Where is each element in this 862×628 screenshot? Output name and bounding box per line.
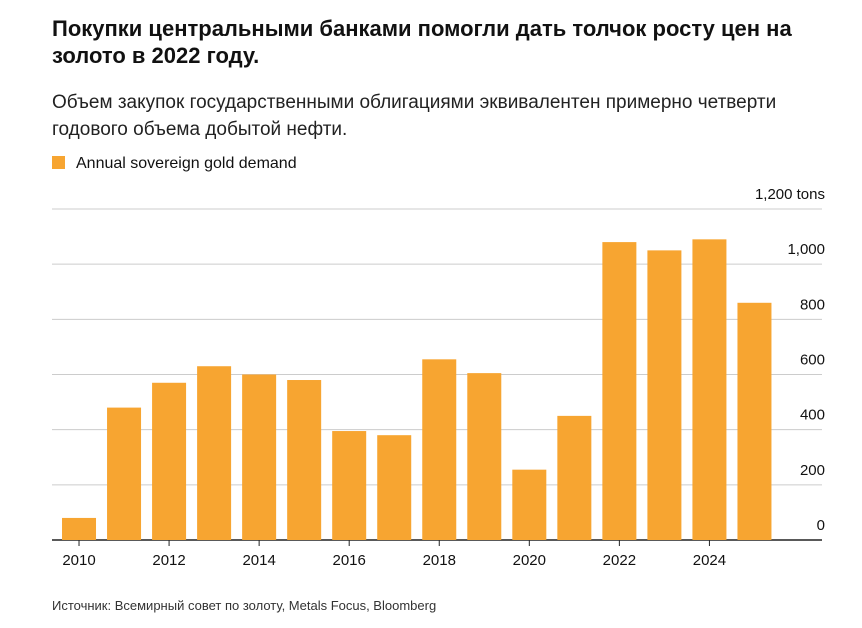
y-tick-label: 1,200 tons — [755, 186, 825, 203]
y-tick-label: 400 — [800, 407, 825, 424]
bar — [422, 359, 457, 540]
x-tick-label: 2020 — [513, 552, 546, 569]
y-tick-label: 200 — [800, 462, 825, 479]
bar — [107, 407, 142, 540]
x-tick-label: 2014 — [242, 552, 275, 569]
bar — [332, 431, 367, 540]
bar — [377, 435, 412, 540]
bar — [737, 302, 772, 540]
bar — [467, 373, 502, 540]
chart-title: Покупки центральными банками помогли дат… — [52, 16, 792, 68]
bar — [512, 469, 547, 540]
y-tick-label: 600 — [800, 352, 825, 369]
legend-swatch — [52, 156, 65, 169]
bar — [647, 250, 682, 540]
x-tick-label: 2012 — [152, 552, 185, 569]
legend-label: Annual sovereign gold demand — [76, 155, 297, 172]
y-tick-label: 1,000 — [787, 241, 825, 258]
y-tick-label: 0 — [817, 517, 825, 534]
x-tick-label: 2022 — [603, 552, 636, 569]
bar — [557, 415, 592, 540]
bar — [287, 380, 322, 540]
bar — [242, 374, 277, 540]
bar — [197, 366, 232, 540]
y-tick-label: 800 — [800, 296, 825, 313]
x-tick-label: 2010 — [62, 552, 95, 569]
x-tick-label: 2024 — [693, 552, 726, 569]
bar — [62, 517, 97, 540]
bar — [692, 239, 727, 540]
chart-subtitle: Объем закупок государственными облигация… — [52, 92, 776, 140]
x-tick-label: 2016 — [333, 552, 366, 569]
bar — [602, 242, 637, 540]
x-tick-label: 2018 — [423, 552, 456, 569]
source: Источник: Всемирный совет по золоту, Met… — [52, 598, 436, 613]
bar — [152, 382, 187, 540]
